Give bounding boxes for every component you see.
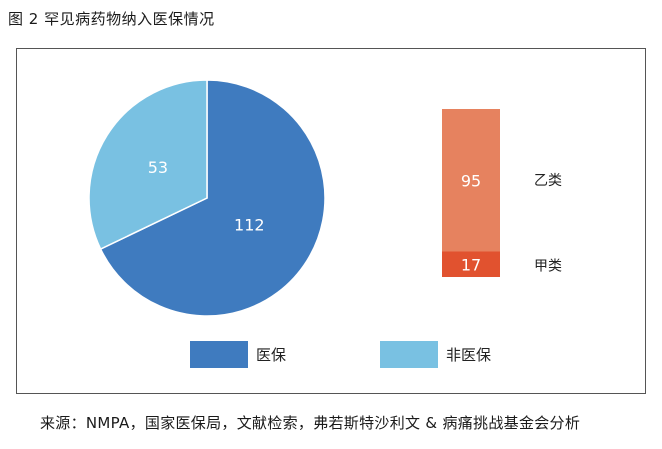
legend-label: 医保 xyxy=(256,346,286,364)
bar-segment-class-a xyxy=(442,251,500,277)
bar-segment-class-b xyxy=(442,109,500,252)
bar-series-label: 甲类 xyxy=(534,258,562,274)
legend-swatch xyxy=(380,341,438,368)
bar-series-label: 乙类 xyxy=(534,173,562,189)
chart-frame xyxy=(16,48,646,394)
pie-data-label: 112 xyxy=(234,216,265,235)
bar-data-label: 17 xyxy=(461,255,481,274)
bar-data-label: 95 xyxy=(461,171,481,190)
figure-title: 图 2 罕见病药物纳入医保情况 xyxy=(8,10,215,28)
pie-slice-uninsured xyxy=(88,79,208,251)
legend-label: 非医保 xyxy=(446,346,491,364)
legend-swatch xyxy=(190,341,248,368)
pie-data-label: 53 xyxy=(148,158,168,177)
source-note: 来源：NMPA，国家医保局，文献检索，弗若斯特沙利文 & 病痛挑战基金会分析 xyxy=(40,414,581,432)
pie-slice-insured xyxy=(99,79,326,317)
